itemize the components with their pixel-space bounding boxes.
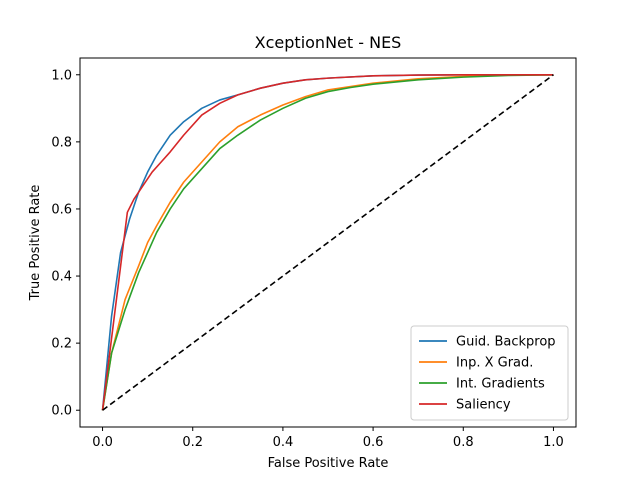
- y-axis-label: True Positive Rate: [28, 185, 43, 302]
- legend-label: Guid. Backprop: [456, 335, 556, 350]
- x-tick-label: 1.0: [543, 435, 564, 450]
- y-tick-label: 1.0: [51, 68, 72, 83]
- series-line-saliency: [101, 73, 554, 411]
- legend-label: Inp. X Grad.: [456, 356, 533, 371]
- y-tick-label: 0.0: [51, 404, 72, 419]
- y-tick-label: 0.4: [51, 270, 72, 285]
- y-tick-label: 0.6: [51, 202, 72, 217]
- legend: Guid. Backprop Inp. X Grad. Int. Gradients…: [410, 325, 569, 421]
- legend-label: Saliency: [456, 398, 511, 413]
- axes-frame: [79, 57, 577, 428]
- x-tick-label: 0.2: [182, 435, 203, 450]
- x-tick-label: 0.8: [453, 435, 474, 450]
- series-line-int-gradients: [101, 73, 554, 411]
- y-tick-label: 0.2: [51, 337, 72, 352]
- plot-area: [101, 73, 554, 411]
- x-tick-label: 0.6: [363, 435, 384, 450]
- series-line-inp-x-grad: [101, 73, 554, 411]
- x-tick-label: 0.0: [92, 435, 113, 450]
- x-tick-label: 0.4: [273, 435, 294, 450]
- series-line-chance-diagonal: [102, 74, 554, 411]
- axis-ticks: 0.0 0.2 0.4 0.6 0.8 1.0 0.0 0.2 0.4 0.6 0.8 1.0: [51, 68, 563, 450]
- legend-box: [410, 325, 569, 421]
- chart-title: XceptionNet - NES: [255, 33, 402, 52]
- y-tick-label: 0.8: [51, 135, 72, 150]
- x-axis-label: False Positive Rate: [268, 456, 389, 471]
- legend-label: Int. Gradients: [456, 377, 545, 392]
